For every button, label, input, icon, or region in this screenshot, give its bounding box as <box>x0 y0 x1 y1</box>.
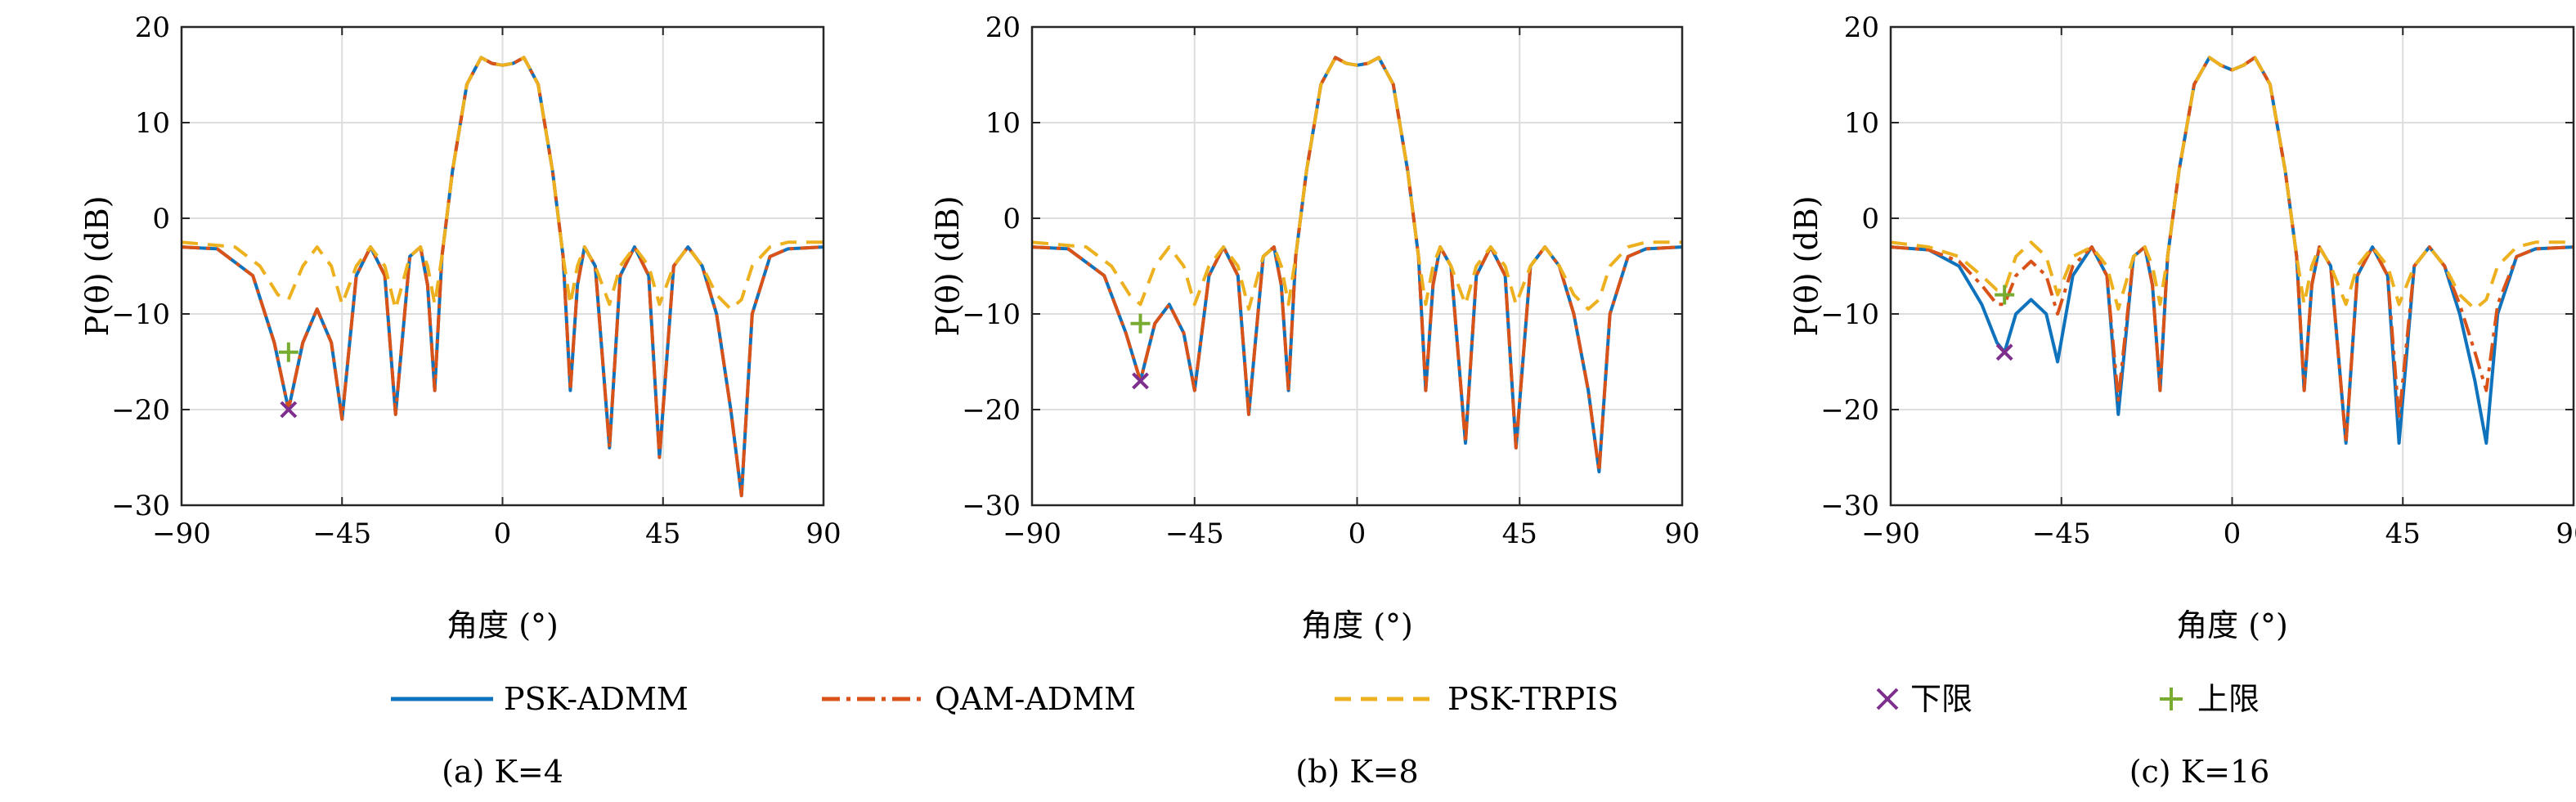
caption: (b) K=8 <box>1295 754 1418 790</box>
legend: PSK-ADMM QAM-ADMM PSK-TRPIS 下限 上限 <box>391 681 2260 717</box>
legend-item-3: PSK-TRPIS <box>1335 681 1618 717</box>
x-axis-label: 角度 (°) <box>1301 607 1413 643</box>
x-tick-label-3: 45 <box>2385 517 2421 550</box>
upper-limit-marker <box>278 342 298 362</box>
lower-limit-marker <box>1995 343 2013 361</box>
legend-label: PSK-TRPIS <box>1447 681 1618 717</box>
y-axis-label: P(θ) (dB) <box>79 195 115 336</box>
legend-label: 下限 <box>1910 681 1972 717</box>
y-tick-label-5: −30 <box>1820 490 1879 522</box>
legend-item-5: 上限 <box>2160 681 2260 717</box>
y-tick-label-4: −20 <box>962 394 1021 427</box>
caption: (c) K=16 <box>2129 754 2270 790</box>
y-tick-label-1: 10 <box>985 107 1021 140</box>
caption: (a) K=4 <box>442 754 563 790</box>
y-tick-label-4: −20 <box>1820 394 1879 427</box>
y-tick-label-1: 10 <box>135 107 170 140</box>
x-tick-label-3: 45 <box>1502 517 1537 550</box>
y-tick-label-4: −20 <box>111 394 170 427</box>
legend-item-4: 下限 <box>1876 681 1972 717</box>
series-line-psk-trpis <box>182 56 824 311</box>
legend-item-1: PSK-ADMM <box>391 681 689 717</box>
y-axis-label: P(θ) (dB) <box>1788 195 1824 336</box>
chart-panel-1: −90 −45 0 45 90 20 10 0 −10 −20 −30 角度 (°) P(θ) (dB)… <box>79 11 841 790</box>
x-tick-label-0: −90 <box>1003 517 1061 550</box>
y-tick-label-0: 20 <box>1844 11 1879 44</box>
chart-panel-2: −90 −45 0 45 90 20 10 0 −10 −20 −30 角度 (°) P(θ) (dB)… <box>930 11 1700 790</box>
y-tick-label-5: −30 <box>962 490 1021 522</box>
legend-label: PSK-ADMM <box>504 681 689 717</box>
x-tick-label-0: −90 <box>1861 517 1920 550</box>
y-tick-label-3: −10 <box>1820 298 1879 331</box>
x-tick-label-2: 0 <box>2224 517 2242 550</box>
y-tick-label-2: 0 <box>1003 203 1021 235</box>
x-tick-label-2: 0 <box>494 517 512 550</box>
y-tick-label-3: −10 <box>111 298 170 331</box>
legend-label: QAM-ADMM <box>935 681 1136 717</box>
legend-item-2: QAM-ADMM <box>822 681 1136 717</box>
y-tick-label-2: 0 <box>1861 203 1879 235</box>
x-tick-label-4: 90 <box>806 517 841 550</box>
x-tick-label-3: 45 <box>645 517 680 550</box>
x-tick-label-1: −45 <box>1165 517 1224 550</box>
legend-label: 上限 <box>2197 681 2260 717</box>
x-tick-label-4: 90 <box>2556 517 2576 550</box>
x-tick-label-0: −90 <box>152 517 211 550</box>
x-axis-label: 角度 (°) <box>447 607 559 643</box>
y-tick-label-0: 20 <box>985 11 1021 44</box>
chart-panel-3: −90 −45 0 45 90 20 10 0 −10 −20 −30 角度 (°) P(θ) (dB)… <box>1788 11 2576 790</box>
y-tick-label-1: 10 <box>1844 107 1879 140</box>
x-tick-label-1: −45 <box>312 517 371 550</box>
x-tick-label-4: 90 <box>1664 517 1699 550</box>
y-tick-label-5: −30 <box>111 490 170 522</box>
series-line-psk-trpis <box>1891 56 2574 311</box>
x-axis-label: 角度 (°) <box>2176 607 2288 643</box>
x-tick-label-1: −45 <box>2032 517 2091 550</box>
lower-limit-marker <box>280 401 298 419</box>
y-tick-label-0: 20 <box>135 11 170 44</box>
upper-limit-marker <box>1995 285 2015 305</box>
series-line-psk-trpis <box>1032 56 1682 311</box>
y-tick-label-2: 0 <box>152 203 170 235</box>
y-tick-label-3: −10 <box>962 298 1021 331</box>
upper-limit-marker <box>1130 313 1151 334</box>
lower-limit-marker <box>1132 372 1149 390</box>
y-axis-label: P(θ) (dB) <box>930 195 966 336</box>
x-tick-label-2: 0 <box>1349 517 1367 550</box>
